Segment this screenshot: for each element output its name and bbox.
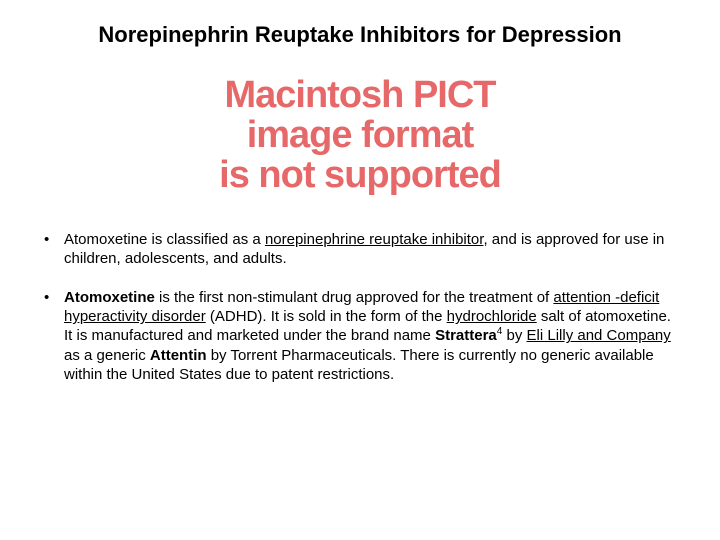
text-run: is the first non-stimulant drug approved… [155,289,554,306]
placeholder-line-1: Macintosh PICT [150,76,570,116]
text-run: hydrochloride [447,308,537,325]
text-run: Strattera [435,327,497,344]
bullet-item: Atomoxetine is the first non-stimulant d… [38,288,682,384]
text-run: as a generic [64,347,150,364]
text-run: Eli Lilly and Company [527,327,671,344]
text-run: Atomoxetine [64,289,155,306]
text-run: (ADHD). It is sold in the form of the [206,308,447,325]
text-run: Attentin [150,347,207,364]
bullet-list: Atomoxetine is classified as a norepinep… [28,230,692,384]
text-run: by [502,327,526,344]
placeholder-line-2: image format [150,116,570,156]
bullet-item: Atomoxetine is classified as a norepinep… [38,230,682,268]
slide: Norepinephrin Reuptake Inhibitors for De… [0,0,720,540]
text-run: norepinephrine reuptake inhibitor [265,231,484,248]
slide-title: Norepinephrin Reuptake Inhibitors for De… [40,22,680,48]
text-run: Atomoxetine is classified as a [64,231,265,248]
pict-placeholder: Macintosh PICT image format is not suppo… [150,76,570,196]
placeholder-line-3: is not supported [150,156,570,196]
